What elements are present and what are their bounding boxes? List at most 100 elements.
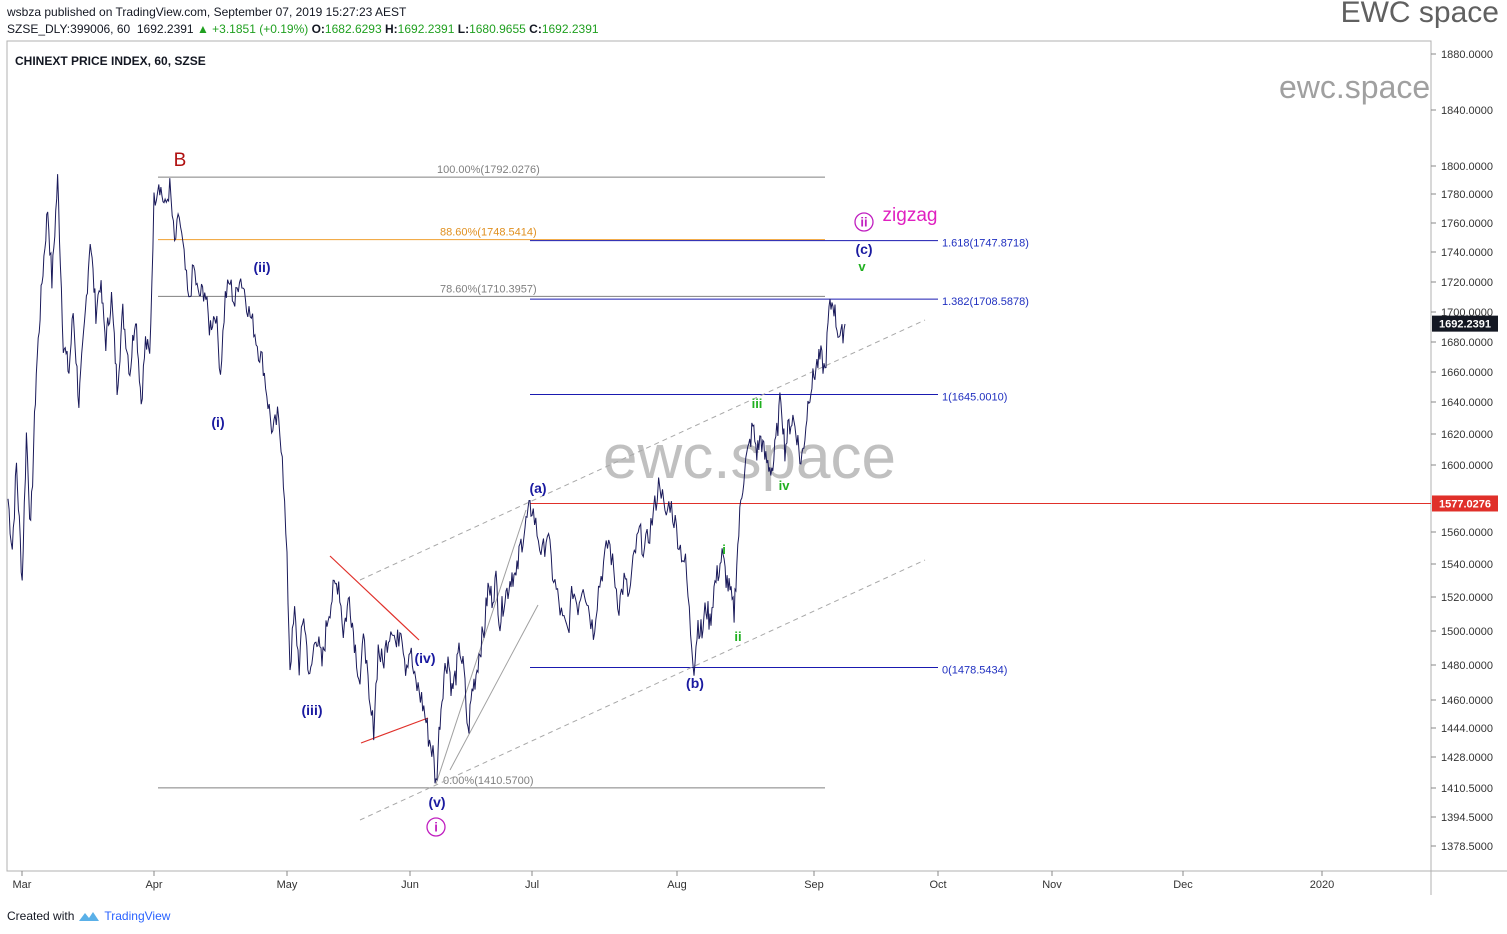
close-label: C: <box>529 22 542 36</box>
x-tick-label: Apr <box>145 879 162 891</box>
wave-label-circle <box>426 817 446 837</box>
publish-line: wsbza published on TradingView.com, Sept… <box>7 5 407 19</box>
y-tick-label: 1760.0000 <box>1441 218 1493 230</box>
wave-label: zigzag <box>883 205 938 226</box>
high-label: H: <box>385 22 398 36</box>
wave-label: iv <box>779 478 791 493</box>
y-tick-label: 1680.0000 <box>1441 337 1493 349</box>
price-tag-label: 1577.0276 <box>1439 498 1491 510</box>
time-axis: Mar Apr May Jun Jul Aug Sep Oct Nov Dec 2020 <box>13 871 1334 891</box>
y-tick-label: 1394.5000 <box>1441 812 1493 824</box>
y-tick-label: 1660.0000 <box>1441 367 1493 379</box>
y-tick-label: 1460.0000 <box>1441 695 1493 707</box>
x-tick-label: Jul <box>525 879 539 891</box>
x-tick-label: Dec <box>1173 879 1193 891</box>
wave-label: ii <box>734 629 741 644</box>
y-tick-label: 1800.0000 <box>1441 161 1493 173</box>
fib-retracement-label: 0.00%(1410.5700) <box>443 775 534 787</box>
wave-label: ii <box>860 215 867 230</box>
wave-label: i <box>434 820 438 835</box>
wave-label: (v) <box>428 794 445 810</box>
y-tick-label: 1428.0000 <box>1441 752 1493 764</box>
wave-label: (a) <box>529 480 546 496</box>
wave-label: (b) <box>686 675 704 691</box>
y-tick-label: 1500.0000 <box>1441 626 1493 638</box>
channel-upper-line <box>359 319 926 581</box>
wave-label: i <box>722 542 726 557</box>
price-line <box>7 174 846 784</box>
y-tick-label: 1480.0000 <box>1441 660 1493 672</box>
y-tick-label: 1378.5000 <box>1441 841 1493 853</box>
triangle-upper-line <box>329 555 420 641</box>
triangle-lower-line <box>360 717 429 744</box>
wave-label-circle <box>854 212 874 232</box>
channel-lower-line <box>359 559 926 821</box>
close-value: 1692.2391 <box>541 22 599 36</box>
fib-extension-label: 0(1478.5434) <box>942 665 1007 677</box>
x-tick-label: 2020 <box>1310 879 1334 891</box>
symbol-ohlc-line: SZSE_DLY:399006, 60 1692.2391 ▲ +3.1851 … <box>7 22 599 36</box>
watermark-center: ewc.space <box>603 423 896 492</box>
tradingview-logo-icon[interactable] <box>78 910 100 922</box>
fib-extension-label: 1.618(1747.8718) <box>942 238 1029 250</box>
fib-retracement-label: 100.00%(1792.0276) <box>437 164 540 176</box>
tradingview-link[interactable]: TradingView <box>104 909 171 923</box>
wave-label: (i) <box>211 414 224 430</box>
fib-retracement-label: 88.60%(1748.5414) <box>440 227 537 239</box>
x-tick-label: Mar <box>13 879 32 891</box>
y-tick-label: 1740.0000 <box>1441 247 1493 259</box>
fibonacci-levels: 100.00%(1792.0276) 88.60%(1748.5414) 78.60… <box>158 164 1431 789</box>
fib-extension-label: 1(1645.0010) <box>942 391 1007 403</box>
wave-label: (iv) <box>415 650 436 666</box>
y-tick-label: 1410.5000 <box>1441 783 1493 795</box>
wave-label: (ii) <box>253 259 270 275</box>
y-tick-label: 1560.0000 <box>1441 527 1493 539</box>
wave-label: iii <box>752 396 763 411</box>
x-tick-label: Sep <box>804 879 824 891</box>
x-tick-label: May <box>277 879 298 891</box>
wave-label: B <box>174 150 187 171</box>
low-label: L: <box>457 22 470 36</box>
y-tick-label: 1444.0000 <box>1441 723 1493 735</box>
x-tick-label: Nov <box>1042 879 1062 891</box>
high-value: 1692.2391 <box>397 22 455 36</box>
x-tick-label: Aug <box>667 879 687 891</box>
watermark-top-right: ewc.space <box>1279 69 1430 105</box>
x-tick-label: Oct <box>929 879 946 891</box>
y-tick-label: 1600.0000 <box>1441 460 1493 472</box>
wave-labels: B(i)(ii)(iii)(iv)(v)i(a)(b)(c)ii zigzagii… <box>174 150 938 837</box>
symbol: SZSE_DLY:399006, 60 <box>7 22 131 36</box>
chart-title: CHINEXT PRICE INDEX, 60, SZSE <box>15 54 206 68</box>
change: ▲ +3.1851 (+0.19%) <box>196 22 309 36</box>
y-tick-label: 1620.0000 <box>1441 429 1493 441</box>
footer: Created with TradingView <box>7 909 170 923</box>
open-label: O: <box>311 22 325 36</box>
x-tick-label: Jun <box>401 879 419 891</box>
last-price: 1692.2391 <box>136 22 194 36</box>
y-tick-label: 1880.0000 <box>1441 49 1493 61</box>
wave-label: (c) <box>855 241 872 257</box>
fib-retracement-label: 78.60%(1710.3957) <box>440 283 537 295</box>
low-value: 1680.9655 <box>469 22 526 36</box>
wave-label: v <box>858 259 866 274</box>
price-tag <box>1432 315 1498 332</box>
plot-frame <box>6 40 1432 872</box>
price-axis: 1880.0000 1840.0000 1800.0000 1780.0000 1760… <box>1431 49 1493 853</box>
price-tags: 1692.2391 1577.0276 <box>1432 315 1498 512</box>
price-tag-label: 1692.2391 <box>1439 319 1491 331</box>
wedge-lower-line <box>449 604 539 771</box>
price-series <box>7 174 846 784</box>
y-tick-label: 1640.0000 <box>1441 397 1493 409</box>
wave-label: (iii) <box>302 702 323 718</box>
y-tick-label: 1840.0000 <box>1441 105 1493 117</box>
y-tick-label: 1780.0000 <box>1441 189 1493 201</box>
brand-watermark: EWC space <box>1340 0 1499 29</box>
y-tick-label: 1520.0000 <box>1441 592 1493 604</box>
created-with: Created with <box>7 909 75 923</box>
fib-extension-label: 1.382(1708.5878) <box>942 296 1029 308</box>
y-tick-label: 1720.0000 <box>1441 277 1493 289</box>
open-value: 1682.6293 <box>324 22 382 36</box>
y-tick-label: 1540.0000 <box>1441 559 1493 571</box>
price-tag <box>1432 495 1498 512</box>
